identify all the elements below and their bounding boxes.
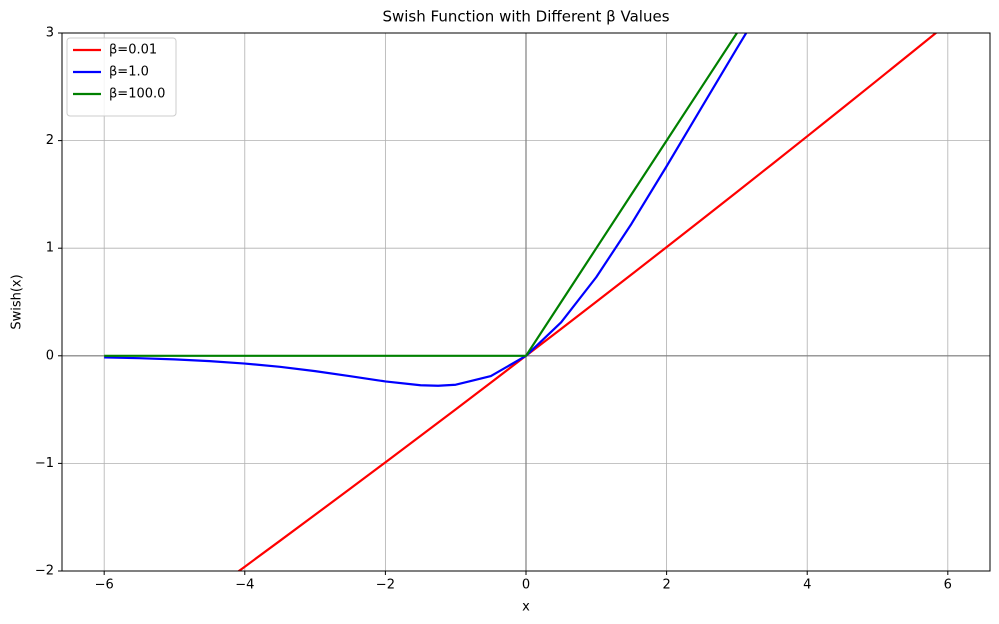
x-tick-label: −4 bbox=[235, 578, 254, 593]
x-tick-label: −6 bbox=[95, 578, 114, 593]
y-tick-label: −2 bbox=[35, 564, 54, 579]
series-line bbox=[237, 33, 938, 571]
plot-frame bbox=[61, 32, 991, 572]
x-tick-label: 6 bbox=[944, 578, 952, 593]
y-tick-label: −1 bbox=[35, 456, 54, 471]
y-tick-label: 2 bbox=[46, 133, 54, 148]
legend-box bbox=[66, 37, 177, 117]
chart-title: Swish Function with Different β Values bbox=[382, 8, 669, 26]
series-line bbox=[104, 33, 748, 387]
legend-label: β=100.0 bbox=[109, 87, 165, 102]
legend: β=0.01 β=1.0 β=100.0 bbox=[66, 37, 177, 117]
legend-label: β=0.01 bbox=[109, 43, 157, 58]
plot-area bbox=[62, 33, 990, 571]
y-tick-label: 1 bbox=[46, 241, 54, 256]
x-axis-label: x bbox=[522, 600, 530, 615]
series-line bbox=[104, 33, 739, 357]
y-tick-label: 3 bbox=[46, 26, 54, 41]
y-axis-label: Swish(x) bbox=[10, 274, 25, 329]
x-tick-label: 2 bbox=[662, 578, 670, 593]
x-tick-label: 4 bbox=[803, 578, 811, 593]
x-tick-label: −2 bbox=[376, 578, 395, 593]
legend-label: β=1.0 bbox=[109, 65, 149, 80]
y-tick-label: 0 bbox=[46, 348, 54, 363]
x-tick-label: 0 bbox=[522, 578, 530, 593]
